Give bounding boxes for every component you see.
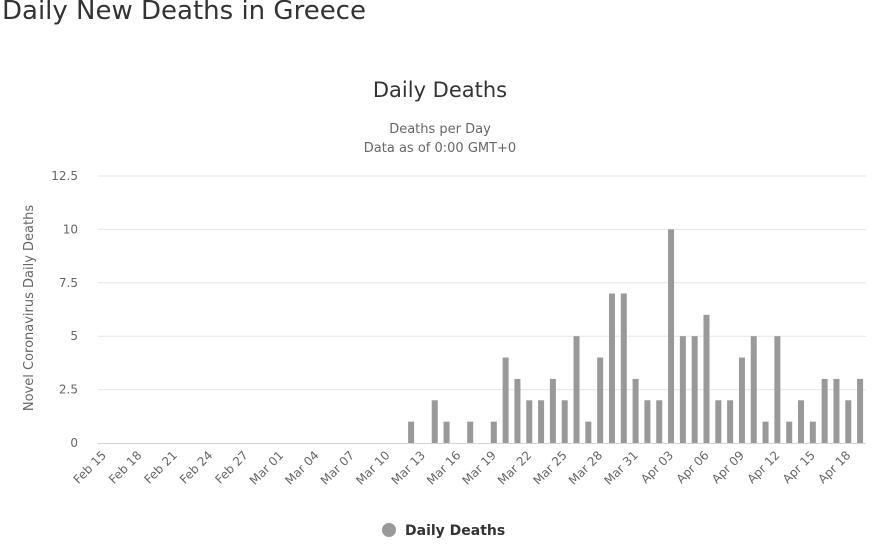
bar [809,421,816,443]
bar [573,336,580,443]
x-tick-label: Mar 28 [566,448,605,487]
x-tick-label: Apr 15 [780,448,818,486]
bar [632,378,639,443]
x-tick-label: Apr 06 [674,448,712,486]
bar [443,421,450,443]
x-tick-label: Mar 25 [530,448,569,487]
bar [703,314,710,443]
bar [620,293,627,443]
bar [727,400,734,443]
x-tick-label: Apr 18 [815,448,853,486]
y-tick-label: 0 [70,436,78,450]
y-tick-label: 12.5 [51,169,78,183]
bar [597,357,604,443]
bar [561,400,568,443]
page-title: Daily New Deaths in Greece [2,0,366,26]
x-tick-label: Mar 22 [495,448,534,487]
chart-title: Daily Deaths [373,78,507,102]
bar [514,378,521,443]
grid-lines [98,175,866,391]
bar [857,378,864,443]
bar [490,421,497,443]
bar [679,336,686,443]
x-tick-label: Apr 12 [744,448,782,486]
bar [833,378,840,443]
bar [750,336,757,443]
bar [845,400,852,443]
bar [798,400,805,443]
bar [538,400,545,443]
x-tick-label: Mar 04 [282,448,321,487]
x-tick-label: Mar 19 [460,448,499,487]
x-tick-label: Mar 10 [353,448,392,487]
bar [526,400,533,443]
legend-label[interactable]: Daily Deaths [405,523,505,539]
legend[interactable]: Daily Deaths [382,523,505,539]
bar [644,400,651,443]
x-tick-label: Mar 16 [424,448,463,487]
bar [715,400,722,443]
bar [774,336,781,443]
x-tick-label: Apr 03 [638,448,676,486]
x-tick-label: Mar 01 [247,448,286,487]
x-tick-label: Mar 13 [389,448,428,487]
bar [668,229,675,443]
bar [786,421,793,443]
chart-subtitle-line1: Deaths per Day [389,122,491,137]
y-axis-label: Novel Coronavirus Daily Deaths [22,205,37,411]
bar [762,421,769,443]
bar [585,421,592,443]
x-tick-label: Feb 15 [71,448,109,486]
x-tick-label: Apr 09 [709,448,747,486]
x-tick-label: Feb 21 [141,448,179,486]
bar [738,357,745,443]
bar [821,378,828,443]
bar [467,421,474,443]
legend-marker-icon [382,523,396,537]
bar [431,400,438,443]
bars [408,229,864,443]
y-axis-ticks: 0 2.5 5 7.5 10 12.5 [51,169,78,450]
x-tick-label: Feb 27 [212,448,250,486]
x-tick-label: Mar 07 [318,448,357,487]
bar [549,378,556,443]
y-tick-label: 2.5 [59,383,78,397]
bar [408,421,415,443]
y-tick-label: 7.5 [59,276,78,290]
y-tick-label: 5 [70,329,78,343]
chart-subtitle-line2: Data as of 0:00 GMT+0 [364,141,516,156]
bar [608,293,615,443]
x-tick-label: Feb 24 [177,448,215,486]
x-tick-label: Feb 18 [106,448,144,486]
bar [656,400,663,443]
y-tick-label: 10 [63,222,78,236]
bar [502,357,509,443]
x-tick-label: Mar 31 [601,448,640,487]
bar [691,336,698,443]
